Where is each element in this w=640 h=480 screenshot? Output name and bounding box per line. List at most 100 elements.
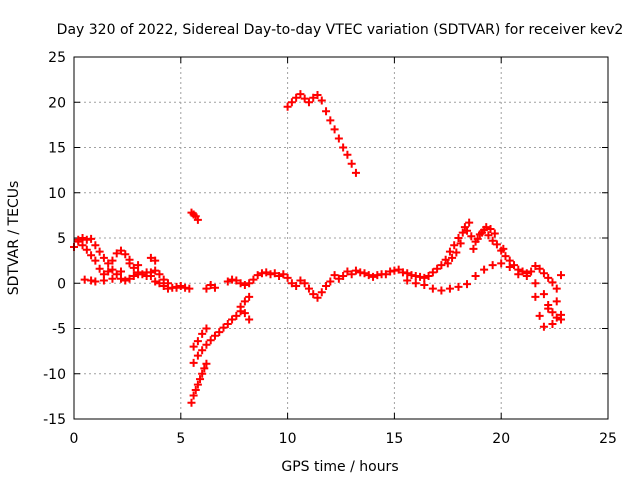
data-point bbox=[223, 277, 232, 286]
data-point bbox=[539, 269, 548, 278]
data-point bbox=[146, 272, 155, 281]
data-point bbox=[296, 276, 305, 285]
data-point bbox=[313, 293, 322, 302]
data-point bbox=[78, 234, 87, 242]
series-morning-ramp bbox=[189, 292, 254, 367]
data-point bbox=[488, 261, 497, 270]
data-point bbox=[505, 262, 514, 271]
series-scatter-tail bbox=[443, 218, 566, 331]
data-point bbox=[322, 281, 331, 290]
data-point bbox=[486, 224, 495, 233]
data-point bbox=[317, 96, 326, 105]
y-tick-label: 5 bbox=[57, 231, 66, 247]
data-point bbox=[467, 232, 476, 241]
data-point bbox=[477, 228, 486, 237]
x-tick-label: 0 bbox=[70, 431, 79, 447]
data-point bbox=[326, 277, 335, 286]
data-point bbox=[245, 292, 254, 301]
data-point bbox=[433, 264, 442, 273]
data-point bbox=[465, 218, 474, 227]
data-point bbox=[448, 253, 457, 262]
data-point bbox=[343, 267, 352, 276]
data-point bbox=[78, 241, 87, 250]
y-tick-label: 25 bbox=[48, 50, 66, 66]
data-point bbox=[544, 273, 553, 282]
data-point bbox=[535, 264, 544, 273]
plot-frame bbox=[73, 56, 609, 420]
data-point bbox=[473, 234, 482, 243]
data-point bbox=[129, 263, 138, 272]
data-point bbox=[112, 270, 121, 279]
data-point bbox=[369, 272, 378, 281]
data-point bbox=[531, 279, 540, 288]
data-point bbox=[420, 273, 429, 282]
data-point bbox=[215, 328, 224, 337]
data-point bbox=[236, 279, 245, 288]
data-point bbox=[151, 277, 160, 286]
series-secondary-loop bbox=[80, 259, 566, 324]
data-point bbox=[91, 256, 100, 265]
data-point bbox=[198, 369, 207, 378]
data-point bbox=[219, 323, 228, 332]
data-point bbox=[99, 270, 108, 279]
data-point bbox=[125, 255, 134, 264]
data-point bbox=[411, 279, 420, 288]
data-point bbox=[121, 276, 130, 285]
data-point bbox=[460, 223, 469, 232]
data-point bbox=[497, 259, 506, 268]
data-point bbox=[501, 252, 510, 261]
data-point bbox=[437, 286, 446, 295]
data-point bbox=[87, 234, 96, 243]
data-point bbox=[163, 284, 172, 293]
data-point bbox=[403, 269, 412, 278]
data-point bbox=[210, 331, 219, 340]
data-point bbox=[196, 375, 205, 384]
data-point bbox=[202, 340, 211, 349]
data-point bbox=[557, 271, 566, 280]
data-point bbox=[300, 94, 309, 103]
x-tick-label: 15 bbox=[385, 431, 403, 447]
data-point bbox=[87, 251, 96, 260]
data-point bbox=[304, 284, 313, 293]
data-point bbox=[202, 284, 211, 293]
data-point bbox=[514, 270, 523, 279]
series-morning-drop bbox=[187, 359, 211, 407]
data-point bbox=[347, 270, 356, 279]
series-high-arc bbox=[283, 90, 360, 177]
data-point bbox=[287, 279, 296, 288]
data-point bbox=[283, 273, 292, 282]
data-point bbox=[108, 265, 117, 274]
data-point bbox=[548, 319, 557, 328]
data-point bbox=[240, 309, 249, 318]
data-point bbox=[279, 270, 288, 279]
data-point bbox=[99, 253, 108, 262]
data-point bbox=[146, 253, 155, 262]
data-point bbox=[151, 266, 160, 275]
data-point bbox=[125, 274, 134, 283]
data-point bbox=[548, 278, 557, 287]
data-point bbox=[492, 240, 501, 249]
data-point bbox=[193, 380, 202, 389]
data-point bbox=[531, 262, 540, 271]
data-point bbox=[200, 364, 209, 373]
data-point bbox=[240, 281, 249, 290]
data-point bbox=[428, 268, 437, 277]
data-point bbox=[403, 276, 412, 285]
data-point bbox=[245, 315, 254, 324]
data-point bbox=[539, 322, 548, 331]
data-point bbox=[351, 168, 360, 177]
data-point bbox=[552, 297, 561, 306]
y-axis-label: SDTVAR / TECUs bbox=[6, 181, 22, 296]
data-point bbox=[270, 269, 279, 278]
data-point bbox=[249, 275, 258, 284]
data-point bbox=[443, 259, 452, 268]
data-point bbox=[275, 272, 284, 281]
grid-lines bbox=[74, 57, 608, 419]
y-tick-label: -10 bbox=[43, 367, 66, 383]
x-axis-label: GPS time / hours bbox=[281, 459, 398, 475]
data-point bbox=[172, 283, 181, 292]
data-point bbox=[187, 398, 196, 407]
data-point bbox=[206, 336, 215, 345]
data-point bbox=[116, 274, 125, 283]
data-point bbox=[193, 351, 202, 360]
